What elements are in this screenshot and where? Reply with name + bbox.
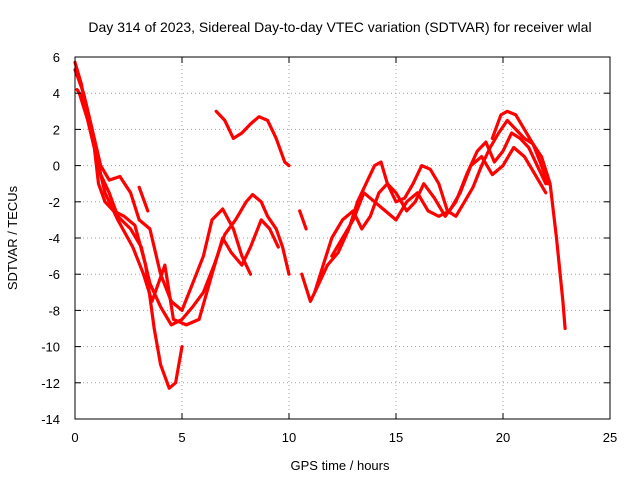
x-tick-label: 20: [496, 430, 510, 445]
x-tick-label: 15: [389, 430, 403, 445]
grid: [75, 57, 610, 419]
series-track-11: [490, 109, 550, 186]
series-track-7: [298, 209, 308, 231]
y-tick-label: -12: [41, 376, 60, 391]
x-tick-label: 10: [282, 430, 296, 445]
y-tick-label: 0: [53, 159, 60, 174]
y-tick-label: -10: [41, 340, 60, 355]
series-track-2: [73, 68, 291, 327]
y-tick-label: -2: [48, 195, 60, 210]
y-axis-label: SDTVAR / TECUs: [5, 185, 20, 290]
data-series: [73, 60, 567, 390]
y-tick-label: 6: [53, 50, 60, 65]
series-track-5: [137, 185, 150, 213]
series-track-10: [330, 145, 548, 258]
y-tick-label: 4: [53, 86, 60, 101]
y-tick-label: 2: [53, 122, 60, 137]
y-tick-label: -8: [48, 303, 60, 318]
chart-title: Day 314 of 2023, Sidereal Day-to-day VTE…: [88, 19, 591, 35]
series-track-4: [77, 91, 280, 327]
x-tick-label: 25: [603, 430, 617, 445]
y-tick-label: -14: [41, 412, 60, 427]
y-tick-label: -6: [48, 267, 60, 282]
x-tick-label: 5: [178, 430, 185, 445]
series-track-6: [214, 109, 291, 168]
y-tick-label: -4: [48, 231, 60, 246]
x-axis-label: GPS time / hours: [291, 458, 390, 473]
x-tick-label: 0: [71, 430, 78, 445]
